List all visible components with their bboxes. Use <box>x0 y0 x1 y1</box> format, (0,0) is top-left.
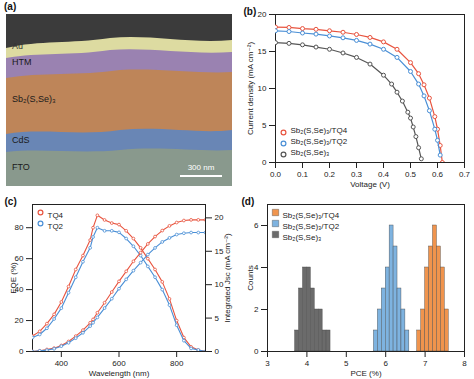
svg-text:Integrated Jsc (mA cm⁻²): Integrated Jsc (mA cm⁻²) <box>223 233 232 322</box>
svg-text:15: 15 <box>214 246 224 256</box>
svg-text:0.5: 0.5 <box>405 170 417 179</box>
svg-text:6: 6 <box>383 359 388 368</box>
svg-text:FTO: FTO <box>12 162 30 172</box>
svg-text:5: 5 <box>344 359 349 368</box>
svg-text:10: 10 <box>258 84 267 93</box>
svg-text:Voltage (V): Voltage (V) <box>350 180 390 189</box>
svg-text:600: 600 <box>112 359 126 368</box>
svg-text:0: 0 <box>262 158 267 167</box>
svg-text:10: 10 <box>214 280 224 290</box>
svg-text:Sb₂(S,Se)₃/TQ2: Sb₂(S,Se)₃/TQ2 <box>291 137 348 146</box>
svg-text:PCE (%): PCE (%) <box>350 369 381 378</box>
svg-text:TQ4: TQ4 <box>48 211 64 220</box>
svg-text:20: 20 <box>215 213 224 222</box>
svg-text:HTM: HTM <box>12 57 32 67</box>
svg-text:40: 40 <box>14 285 24 295</box>
svg-text:2: 2 <box>254 305 259 314</box>
svg-text:20: 20 <box>15 316 24 325</box>
svg-text:5: 5 <box>262 121 267 130</box>
svg-text:Sb₂(S,Se)₃: Sb₂(S,Se)₃ <box>12 94 56 104</box>
svg-text:(b): (b) <box>244 6 257 17</box>
svg-text:0: 0 <box>19 347 24 356</box>
svg-text:0: 0 <box>215 347 220 356</box>
svg-text:(a): (a) <box>4 1 16 12</box>
svg-text:400: 400 <box>55 359 69 368</box>
svg-text:60: 60 <box>15 254 24 263</box>
svg-text:Sb₂(S,Se)₃/TQ4: Sb₂(S,Se)₃/TQ4 <box>283 211 340 220</box>
svg-text:20: 20 <box>258 10 267 19</box>
svg-text:4: 4 <box>305 359 310 368</box>
svg-text:Sb₂(S,Se)₃: Sb₂(S,Se)₃ <box>283 233 322 242</box>
svg-text:Sb₂(S,Se)₃/TQ2: Sb₂(S,Se)₃/TQ2 <box>283 222 340 231</box>
svg-text:Sb₂(S,Se)₃: Sb₂(S,Se)₃ <box>291 148 330 157</box>
svg-text:Current density (mA cm⁻²): Current density (mA cm⁻²) <box>246 42 255 135</box>
svg-text:4: 4 <box>254 263 259 273</box>
svg-text:15: 15 <box>258 47 267 56</box>
svg-text:3: 3 <box>265 359 270 368</box>
svg-text:(d): (d) <box>242 196 255 207</box>
svg-text:0.2: 0.2 <box>324 170 336 179</box>
svg-text:800: 800 <box>170 359 184 368</box>
svg-text:300 nm: 300 nm <box>188 163 215 172</box>
svg-text:TQ2: TQ2 <box>48 222 64 231</box>
svg-text:6: 6 <box>254 221 259 230</box>
svg-text:7: 7 <box>423 359 428 368</box>
svg-text:0.6: 0.6 <box>432 170 444 179</box>
svg-text:0.7: 0.7 <box>459 170 471 179</box>
svg-text:CdS: CdS <box>12 135 30 145</box>
svg-text:Wavelength (nm): Wavelength (nm) <box>89 369 150 378</box>
svg-text:80: 80 <box>15 223 24 232</box>
svg-text:5: 5 <box>215 314 220 323</box>
svg-text:EQE (%): EQE (%) <box>9 262 18 294</box>
svg-text:(c): (c) <box>5 196 17 207</box>
svg-text:0.3: 0.3 <box>351 170 363 179</box>
svg-text:0.1: 0.1 <box>297 170 309 179</box>
svg-text:8: 8 <box>462 359 467 368</box>
svg-text:0.0: 0.0 <box>270 170 282 179</box>
svg-text:0.4: 0.4 <box>378 170 390 179</box>
svg-text:0: 0 <box>254 347 259 356</box>
svg-text:Au: Au <box>12 41 23 51</box>
svg-text:Sb₂(S,Se)₃/TQ4: Sb₂(S,Se)₃/TQ4 <box>291 126 348 135</box>
svg-text:Counts: Counts <box>246 265 255 290</box>
